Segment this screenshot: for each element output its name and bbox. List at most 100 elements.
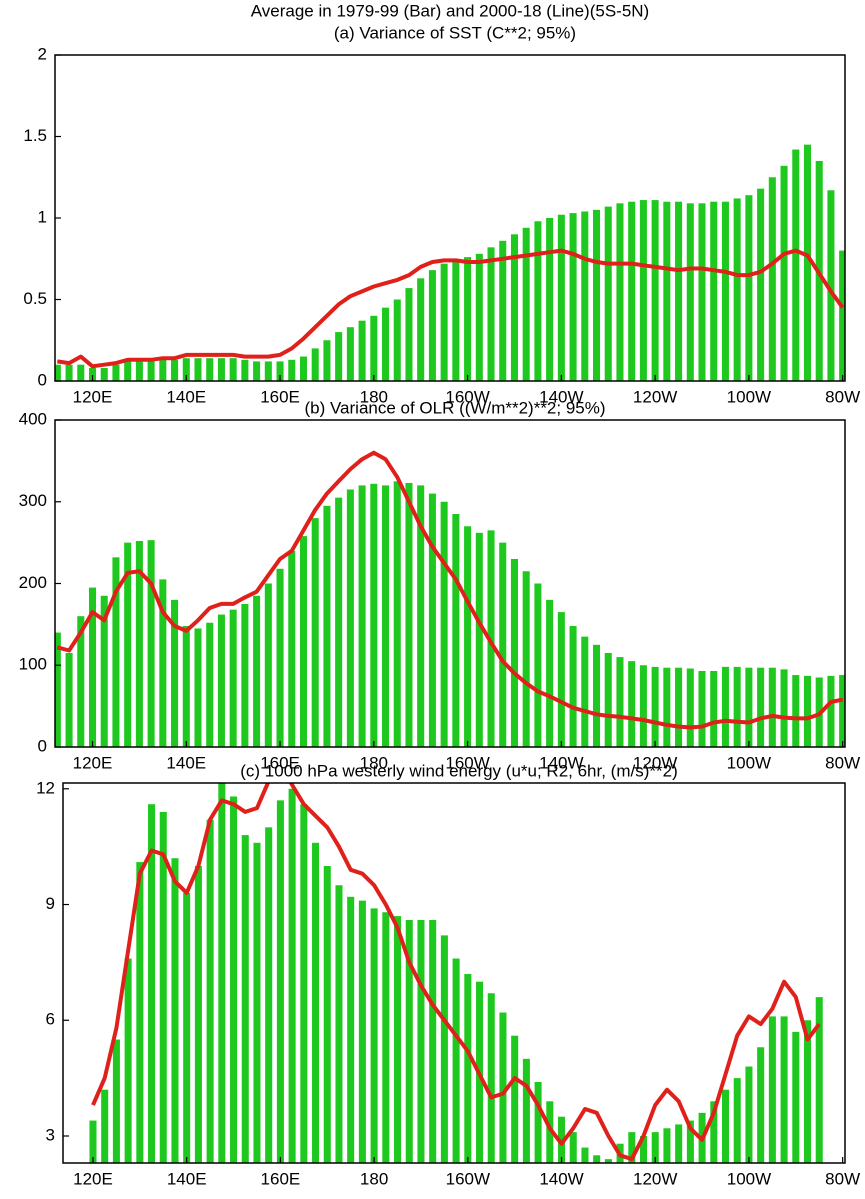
bar: [393, 481, 401, 747]
bar: [417, 278, 425, 381]
bar: [581, 1147, 589, 1163]
bar: [335, 332, 343, 381]
bar: [311, 348, 319, 381]
bar: [358, 900, 366, 1163]
x-tick-label: 80W: [825, 753, 860, 772]
line: [91, 783, 821, 1162]
bar: [558, 1116, 566, 1163]
bar: [698, 670, 706, 747]
y-tick-label: 300: [19, 491, 47, 510]
bar: [569, 213, 577, 381]
bar: [55, 364, 61, 381]
panel: (a) Variance of SST (C**2; 95%) 0 0.5 1 1.5 2…: [23, 23, 860, 406]
bar: [792, 675, 800, 747]
bar: [241, 603, 249, 747]
bar: [88, 367, 97, 381]
bar: [230, 796, 238, 1163]
bar: [698, 203, 706, 381]
x-tick-label: 80W: [825, 1169, 860, 1188]
bar: [487, 247, 495, 381]
x-tick-label: 140E: [167, 1169, 207, 1188]
bar: [733, 1078, 741, 1163]
bar: [604, 1159, 612, 1163]
bar: [639, 200, 647, 381]
bar: [663, 1128, 671, 1163]
bar: [546, 599, 554, 747]
bar: [780, 1016, 788, 1163]
bar: [464, 526, 472, 747]
bar: [429, 919, 437, 1163]
bar: [721, 666, 729, 747]
bar: [593, 1155, 601, 1163]
x-tick-label: 180: [360, 1169, 388, 1188]
bar: [382, 307, 390, 381]
bar: [616, 203, 624, 381]
x-tick-label: 160E: [260, 753, 300, 772]
bar: [288, 359, 296, 381]
bar: [417, 919, 425, 1163]
bar: [534, 221, 542, 381]
bar: [89, 1120, 97, 1163]
bar: [803, 675, 812, 747]
bar: [112, 364, 120, 381]
y-tick-label: 0: [38, 736, 47, 755]
bar: [346, 327, 354, 381]
bar: [651, 1132, 659, 1163]
line: [56, 450, 844, 730]
bar: [499, 542, 507, 747]
plot-area: [55, 144, 845, 381]
bar: [206, 622, 214, 747]
bar: [300, 804, 308, 1163]
panel: (c) 1000 hPa westerly wind energy (u*u; …: [36, 761, 860, 1188]
y-tick-label: 400: [19, 409, 47, 428]
bar: [370, 483, 378, 747]
bar: [229, 609, 237, 747]
bar: [147, 540, 155, 747]
bar: [792, 149, 800, 381]
x-tick-label: 160E: [261, 1169, 301, 1188]
bar: [581, 636, 589, 747]
bar: [675, 201, 683, 381]
bar: [288, 788, 296, 1163]
bar: [499, 240, 507, 381]
bar: [183, 892, 191, 1163]
bar: [815, 997, 823, 1163]
bar: [335, 497, 343, 747]
bar: [159, 811, 167, 1163]
y-tick-label: 100: [19, 655, 47, 674]
panel-title: (a) Variance of SST (C**2; 95%): [334, 23, 576, 42]
bar: [241, 835, 249, 1163]
bar: [323, 865, 331, 1163]
bar: [663, 201, 671, 381]
x-tick-label: 120W: [633, 753, 677, 772]
bar: [733, 198, 741, 381]
y-tick-label: 0: [38, 370, 47, 389]
bar: [358, 485, 366, 747]
bar: [546, 1101, 554, 1163]
bar: [241, 359, 249, 381]
bar: [651, 666, 659, 747]
bar: [393, 299, 401, 381]
bar: [534, 583, 542, 747]
bar: [276, 800, 284, 1163]
plot-frame: [62, 782, 846, 1164]
bar: [745, 667, 753, 747]
bar: [640, 1135, 648, 1163]
bar: [346, 489, 354, 747]
bar: [792, 1031, 800, 1163]
bar: [171, 359, 179, 381]
x-tick-label: 160W: [446, 1169, 490, 1188]
panel: (b) Variance of OLR ((W/m**2)**2; 95%) 0 1…: [19, 398, 861, 772]
bar: [405, 288, 413, 381]
bar: [428, 270, 436, 381]
x-tick-label: 120E: [73, 387, 113, 406]
x-tick-label: 140W: [539, 1169, 583, 1188]
bar: [757, 1047, 765, 1163]
bar: [675, 667, 683, 747]
bar: [370, 315, 378, 381]
bar: [112, 1039, 120, 1163]
bar: [686, 1120, 694, 1163]
bar: [148, 804, 156, 1163]
bar: [839, 250, 845, 381]
